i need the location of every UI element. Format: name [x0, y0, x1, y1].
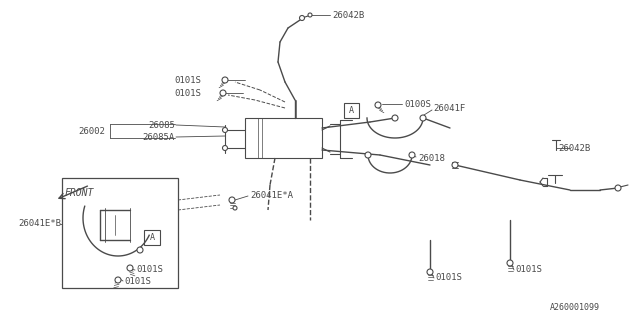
Text: 26085A: 26085A [143, 132, 175, 141]
Circle shape [409, 152, 415, 158]
Text: 0100S: 0100S [404, 100, 431, 108]
Circle shape [233, 206, 237, 210]
Circle shape [375, 102, 381, 108]
Text: A: A [150, 233, 154, 242]
Bar [344, 103, 359, 118]
Text: 0101S: 0101S [515, 266, 542, 275]
Bar [62, 178, 178, 288]
Circle shape [615, 185, 621, 191]
Text: 26041E*A: 26041E*A [250, 191, 293, 201]
Text: 26085: 26085 [148, 121, 175, 130]
Circle shape [137, 247, 143, 253]
Text: A260001099: A260001099 [550, 303, 600, 313]
Text: 0101S: 0101S [435, 274, 462, 283]
Text: 0101S: 0101S [124, 276, 151, 285]
Circle shape [365, 152, 371, 158]
Circle shape [229, 197, 235, 203]
Circle shape [223, 146, 227, 150]
Text: 0101S: 0101S [174, 89, 201, 98]
Circle shape [127, 265, 133, 271]
Circle shape [308, 13, 312, 17]
Circle shape [222, 77, 228, 83]
Text: 0101S: 0101S [136, 266, 163, 275]
Circle shape [220, 90, 226, 96]
Bar [245, 118, 322, 158]
Circle shape [392, 115, 398, 121]
Text: FRONT: FRONT [65, 188, 94, 198]
Text: 26041E*B: 26041E*B [18, 220, 61, 228]
Text: 26018: 26018 [418, 154, 445, 163]
Circle shape [115, 277, 121, 283]
Text: A: A [349, 106, 354, 115]
Text: 26041F: 26041F [433, 103, 465, 113]
Circle shape [300, 15, 305, 20]
Circle shape [420, 115, 426, 121]
Text: 26042B: 26042B [558, 143, 590, 153]
Text: 26042B: 26042B [332, 11, 364, 20]
Text: 0101S: 0101S [174, 76, 201, 84]
Text: 26002: 26002 [78, 126, 105, 135]
Circle shape [507, 260, 513, 266]
Circle shape [427, 269, 433, 275]
Circle shape [452, 162, 458, 168]
Bar [144, 230, 160, 245]
Circle shape [223, 127, 227, 132]
